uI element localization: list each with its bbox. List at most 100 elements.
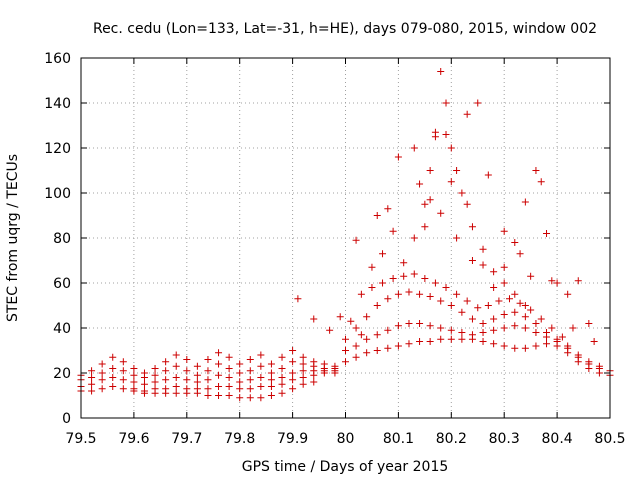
data-point (548, 277, 556, 285)
data-point (426, 322, 434, 330)
data-point (442, 99, 450, 107)
data-point (442, 131, 450, 138)
data-point (225, 365, 233, 372)
data-point (389, 275, 397, 282)
data-point (405, 288, 413, 296)
data-point (410, 144, 418, 152)
data-point (521, 324, 529, 332)
data-point (458, 335, 466, 343)
data-point (400, 272, 408, 280)
data-point (453, 290, 461, 298)
data-point (88, 374, 96, 381)
data-point (532, 329, 540, 336)
data-point (193, 362, 201, 370)
data-point (453, 234, 461, 242)
data-point (246, 356, 254, 363)
data-point (151, 389, 159, 397)
data-point (267, 376, 275, 384)
data-point (183, 389, 191, 397)
data-point (140, 389, 148, 397)
y-tick-label: 160 (44, 51, 71, 67)
data-point (109, 383, 117, 390)
data-point (585, 358, 593, 366)
data-point (468, 257, 476, 264)
data-point (511, 322, 519, 330)
data-point (183, 367, 191, 375)
data-point (548, 324, 556, 332)
data-point (215, 383, 223, 390)
data-point (320, 369, 328, 377)
data-point (278, 353, 286, 361)
data-point (490, 268, 498, 276)
data-point (463, 110, 471, 118)
data-point (88, 380, 96, 388)
chart-title: Rec. cedu (Lon=133, Lat=-31, h=HE), days… (93, 21, 597, 37)
data-point (410, 234, 418, 242)
data-point (289, 358, 297, 366)
data-point (532, 342, 540, 350)
data-point (162, 389, 170, 397)
data-point (500, 227, 508, 235)
data-markers (77, 68, 614, 402)
data-point (468, 331, 476, 339)
data-point (521, 344, 529, 352)
data-point (215, 392, 223, 399)
data-point (532, 320, 540, 327)
y-tick-labels: 0 20 40 60 80 100 120 140 160 (44, 51, 71, 427)
data-point (257, 383, 265, 390)
data-point (130, 371, 138, 379)
data-point (453, 167, 461, 174)
data-point (204, 385, 212, 393)
data-point (193, 371, 201, 379)
y-tick-label: 140 (44, 96, 71, 112)
data-point (527, 306, 535, 314)
data-point (342, 335, 349, 343)
data-point (236, 394, 244, 402)
data-point (236, 369, 244, 377)
data-point (532, 167, 540, 174)
data-point (394, 290, 402, 298)
data-point (88, 387, 96, 395)
data-point (500, 342, 508, 350)
y-tick-label: 60 (53, 276, 71, 292)
data-point (336, 313, 344, 321)
data-point (204, 392, 212, 399)
data-point (490, 326, 498, 334)
data-point (479, 245, 487, 253)
data-point (267, 392, 275, 399)
data-point (479, 261, 487, 269)
data-point (484, 302, 492, 309)
data-point (500, 263, 508, 271)
data-point (236, 360, 244, 368)
data-point (151, 371, 159, 379)
data-point (342, 347, 349, 354)
data-point (278, 389, 286, 397)
data-point (225, 392, 233, 399)
data-point (595, 362, 603, 370)
data-point (299, 374, 307, 381)
data-point (574, 277, 582, 285)
data-point (183, 376, 191, 384)
data-point (130, 378, 138, 386)
data-point (447, 302, 455, 309)
data-point (511, 239, 519, 246)
data-point (447, 326, 455, 334)
data-point (384, 205, 392, 213)
data-point (511, 308, 519, 316)
axis-ticks (80, 57, 611, 419)
data-point (543, 230, 551, 237)
data-point (183, 356, 191, 363)
data-point (257, 362, 265, 370)
data-point (98, 376, 106, 384)
data-point (511, 290, 519, 298)
data-point (379, 279, 387, 287)
x-tick-label: 79.7 (171, 431, 202, 447)
data-point (119, 385, 127, 393)
data-point (193, 378, 201, 386)
data-point (447, 335, 455, 343)
x-tick-label: 79.5 (65, 431, 96, 447)
data-point (394, 153, 402, 161)
x-tick-label: 79.9 (277, 431, 308, 447)
data-point (368, 263, 376, 271)
data-point (352, 324, 360, 332)
